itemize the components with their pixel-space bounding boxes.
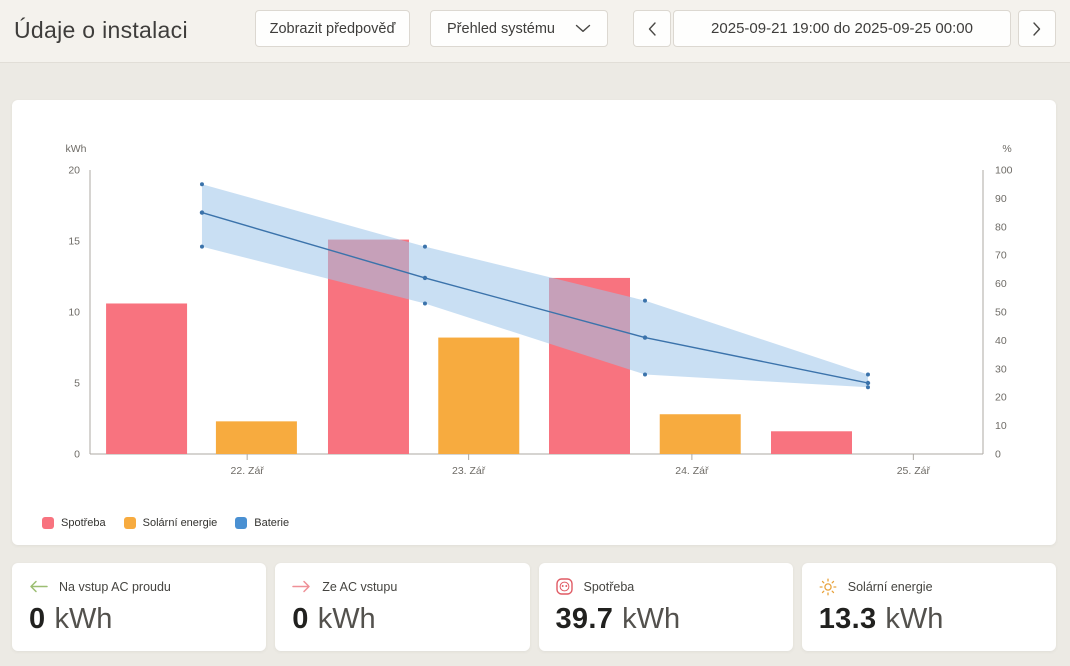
legend-label: Solární energie [142,517,218,529]
power-socket-icon [555,578,573,595]
chevron-right-icon [1032,21,1042,37]
battery-upper-point[interactable] [865,372,870,377]
stat-card-unit: kWh [317,603,376,635]
stat-card-unit: kWh [885,603,944,635]
right-axis-tick-label: 20 [995,392,1007,404]
solar-swatch [123,517,136,529]
battery-swatch [235,517,248,529]
stat-card-solar: Solární energie 13.3 kWh [801,563,1056,651]
right-axis-tick-label: 10 [995,420,1007,432]
sun-icon [819,578,837,596]
battery-lower-point[interactable] [422,301,427,306]
right-axis-tick-label: 0 [995,449,1001,461]
top-bar: Údaje o instalaci Zobrazit předpověď Pře… [0,0,1070,63]
stat-card-label: Ze AC vstupu [322,579,398,594]
arrow-right-icon [292,580,311,593]
right-axis-tick-label: 100 [995,165,1013,177]
right-axis-tick-label: 90 [995,193,1007,205]
battery-lower-point[interactable] [199,244,204,249]
right-axis-tick-label: 40 [995,335,1007,347]
left-axis-tick-label: 10 [68,307,80,319]
energy-chart: kWh % 0 5 10 15 20 0 10 20 30 40 50 60 70 80 90 100 22. Zá… [66,143,1013,477]
battery-point[interactable] [865,380,871,386]
stat-card-value: 13.3 [818,603,877,635]
left-axis-title: kWh [66,143,87,155]
right-axis-tick-label: 70 [995,250,1007,262]
left-axis-tick-label: 20 [68,165,80,177]
stat-card-label: Spotřeba [583,579,635,594]
legend-item-solar[interactable]: Solární energie [123,517,218,529]
legend-item-consumption[interactable]: Spotřeba [42,517,106,529]
consumption-swatch [42,517,54,529]
right-axis-tick-label: 50 [995,307,1007,319]
right-axis-tick-label: 60 [995,278,1007,290]
x-tick-label: 25. Zář [897,465,931,477]
view-select-value: Přehled systému [447,20,555,37]
x-tick-label: 23. Zář [452,465,486,477]
chevron-left-icon [647,21,657,37]
date-next-button[interactable] [1018,10,1056,47]
battery-point[interactable] [422,275,428,281]
stat-card-value: 0 [29,603,46,635]
chevron-down-icon [575,24,591,33]
show-forecast-label: Zobrazit předpověď [269,20,396,37]
battery-upper-point[interactable] [199,182,204,187]
battery-upper-point[interactable] [422,244,427,249]
stat-card-from-ac-input: Ze AC vstupu 0 kWh [275,563,530,651]
consumption-bar[interactable] [106,303,188,454]
date-range-button[interactable]: 2025-09-21 19:00 do 2025-09-25 00:00 [673,10,1011,47]
stat-card-unit: kWh [54,603,113,635]
arrow-left-icon [29,580,48,593]
battery-lower-point[interactable] [642,372,647,377]
date-prev-button[interactable] [633,10,671,47]
battery-band [201,184,868,388]
solar-bar[interactable] [659,414,741,454]
solar-bar[interactable] [438,337,520,454]
stat-card-unit: kWh [622,603,681,635]
energy-chart-panel: kWh% 0 5 10 15 20 0 10 20 30 40 50 60 70 80 90 100 22. Zá… [12,100,1056,545]
stat-card-label: Solární energie [847,579,933,594]
stat-card-value: 0 [292,603,309,635]
left-axis-tick-label: 5 [74,378,80,390]
view-select-dropdown[interactable]: Přehled systému [430,10,608,47]
legend-label: Spotřeba [61,517,106,529]
legend-item-battery[interactable]: Baterie [235,517,289,529]
battery-upper-point[interactable] [642,298,647,303]
right-axis-title: % [1002,143,1011,155]
solar-bar[interactable] [215,421,297,454]
stat-card-label: Na vstup AC proudu [59,579,171,594]
page-title: Údaje o instalaci [14,17,188,43]
left-axis-tick-label: 15 [68,236,80,248]
left-axis-tick-label: 0 [74,449,80,461]
x-tick-label: 24. Zář [675,465,709,477]
battery-line [201,211,869,384]
stat-cards-row: Na vstup AC proudu 0 kWh Ze AC vstupu 0 … [12,563,1056,651]
date-range-value: 2025-09-21 19:00 do 2025-09-25 00:00 [711,20,973,37]
battery-point[interactable] [642,335,648,340]
show-forecast-button[interactable]: Zobrazit předpověď [255,10,410,47]
battery-lower-point[interactable] [865,385,870,390]
stat-card-value: 39.7 [555,603,614,635]
battery-point[interactable] [199,210,205,215]
stat-card-consumption: Spotřeba 39.7 kWh [538,563,793,651]
x-tick-label: 22. Zář [231,465,265,477]
consumption-bar[interactable] [771,431,852,454]
stat-card-to-ac-input: Na vstup AC proudu 0 kWh [12,563,267,651]
right-axis-tick-label: 80 [995,221,1007,233]
legend-label: Baterie [254,517,290,529]
chart-legend: Spotřeba Solární energie Baterie [42,517,289,529]
right-axis-tick-label: 30 [995,363,1007,375]
